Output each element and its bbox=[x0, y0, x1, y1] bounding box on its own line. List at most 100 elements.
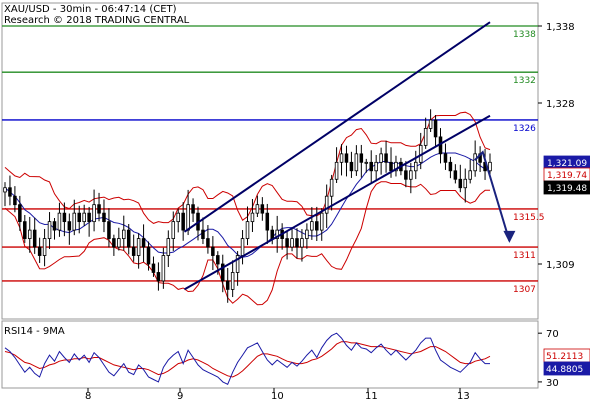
candle-body bbox=[433, 119, 438, 138]
candle-body bbox=[102, 212, 106, 223]
candle-body bbox=[315, 221, 319, 231]
chart-title: XAU/USD - 30min - 06:47:14 (CET) bbox=[4, 4, 177, 15]
candle-body bbox=[290, 238, 294, 248]
candle-body bbox=[107, 221, 111, 239]
price-tick-label: 1,338 bbox=[546, 22, 575, 33]
candle-body bbox=[404, 170, 408, 180]
candle-body bbox=[344, 153, 349, 163]
forecast-arrow-head bbox=[503, 230, 516, 243]
candle-body bbox=[329, 178, 334, 197]
candle-body bbox=[126, 229, 131, 248]
candle-body bbox=[245, 221, 250, 239]
candle-body bbox=[285, 238, 289, 248]
candle-body bbox=[324, 195, 329, 214]
candle-body bbox=[42, 238, 47, 256]
candle-body bbox=[468, 170, 472, 180]
candle-body bbox=[136, 238, 141, 256]
candle-body bbox=[220, 263, 225, 282]
candle-body bbox=[305, 229, 309, 239]
moving-average bbox=[4, 152, 491, 258]
forecast-arrow bbox=[474, 150, 516, 243]
rsi-panel-frame bbox=[1, 320, 539, 389]
date-tick-label: 11 bbox=[365, 391, 378, 400]
rsi-tick-label: 30 bbox=[546, 378, 559, 389]
candle-body bbox=[339, 153, 344, 163]
candle-body bbox=[414, 161, 418, 172]
candle-body bbox=[82, 212, 86, 223]
candle-body bbox=[176, 212, 180, 223]
candle-body bbox=[374, 161, 378, 172]
trend-channel bbox=[183, 21, 491, 291]
date-axis: 8 9 10 11 13 bbox=[85, 388, 470, 402]
candle-body bbox=[181, 212, 185, 231]
price-tag-label: 1,319.48 bbox=[547, 184, 587, 194]
candle-body bbox=[394, 161, 398, 172]
date-tick-label: 10 bbox=[271, 391, 284, 400]
channel-upper bbox=[183, 21, 491, 233]
candle-body bbox=[428, 119, 433, 129]
candle-body bbox=[423, 128, 428, 146]
candle-body bbox=[186, 204, 190, 231]
candle-body bbox=[265, 212, 270, 231]
main-panel-frame bbox=[1, 2, 539, 320]
candle-body bbox=[112, 238, 116, 248]
candle-body bbox=[87, 212, 91, 223]
candle-body bbox=[166, 238, 171, 256]
candle-body bbox=[161, 255, 166, 282]
date-tick-label: 9 bbox=[177, 391, 183, 400]
candle-body bbox=[18, 204, 22, 223]
candle-body bbox=[275, 229, 279, 239]
candle-body bbox=[72, 212, 77, 231]
candle-body bbox=[3, 187, 7, 193]
candle-body bbox=[225, 280, 230, 290]
forecast-arrow-shaft bbox=[474, 150, 511, 242]
candle-body bbox=[300, 238, 304, 248]
candle-body bbox=[255, 204, 260, 214]
level-label-5: 1307 bbox=[513, 285, 536, 295]
candle-body bbox=[364, 161, 369, 164]
bollinger-lower bbox=[4, 181, 490, 306]
price-tick-label: 1,309 bbox=[546, 260, 575, 271]
candle-body bbox=[334, 161, 339, 180]
candle-body bbox=[117, 238, 121, 248]
candle-body bbox=[240, 238, 245, 256]
candle-body bbox=[52, 221, 57, 231]
candle-body bbox=[97, 204, 101, 214]
candlesticks bbox=[3, 109, 492, 303]
candle-body bbox=[443, 153, 448, 163]
price-tags: 1,321.09 1,319.74 1,319.48 bbox=[543, 155, 590, 195]
candle-body bbox=[389, 161, 393, 172]
candle-body bbox=[319, 212, 324, 231]
candle-body bbox=[67, 221, 72, 231]
candle-body bbox=[201, 229, 205, 239]
price-tag-label: 1,321.09 bbox=[547, 159, 587, 169]
price-tick-label: 1,328 bbox=[546, 99, 575, 110]
candle-body bbox=[151, 263, 156, 273]
candle-body bbox=[409, 170, 413, 180]
candle-body bbox=[23, 221, 27, 239]
candle-body bbox=[270, 229, 275, 239]
level-label-2: 1326 bbox=[513, 124, 536, 134]
candle-body bbox=[92, 204, 96, 223]
candle-body bbox=[47, 221, 52, 239]
rsi-tag-label: 44.8805 bbox=[546, 365, 583, 375]
candle-body bbox=[191, 204, 195, 214]
level-label-3: 1315.5 bbox=[513, 213, 545, 223]
level-label-1: 1332 bbox=[513, 76, 536, 86]
candle-body bbox=[235, 255, 240, 273]
candle-body bbox=[250, 212, 255, 223]
candle-body bbox=[8, 187, 12, 197]
date-tick-label: 8 bbox=[85, 391, 91, 400]
candle-body bbox=[448, 161, 453, 172]
level-label-4: 1311 bbox=[513, 251, 536, 261]
candle-body bbox=[13, 195, 17, 206]
candle-body bbox=[488, 161, 492, 172]
candle-body bbox=[354, 153, 359, 172]
price-axis: 1,309 1,328 1,338 bbox=[538, 22, 575, 271]
rsi-indicator: 30 70 51.2113 44.8805 bbox=[4, 329, 590, 389]
candle-body bbox=[379, 153, 383, 163]
rsi-title: RSI14 - 9MA bbox=[4, 326, 65, 337]
